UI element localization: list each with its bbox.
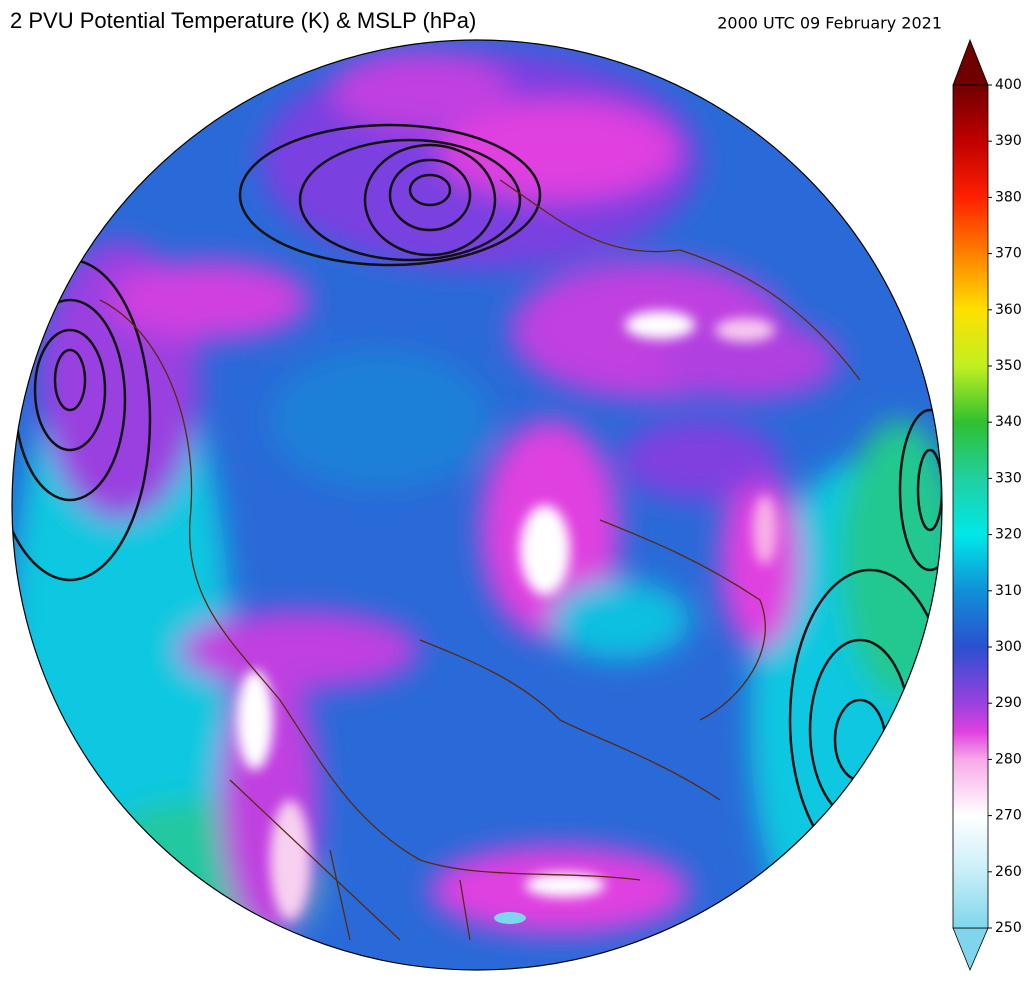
colorbar: [952, 38, 989, 972]
colorbar-tick-label: 360: [995, 302, 1022, 318]
colorbar-tick-label: 400: [995, 77, 1022, 93]
map-border: [11, 39, 943, 971]
colorbar-tick-label: 340: [995, 414, 1022, 430]
colorbar-tick-label: 380: [995, 189, 1022, 205]
timestamp: 2000 UTC 09 February 2021: [717, 14, 942, 33]
title: 2 PVU Potential Temperature (K) & MSLP (…: [10, 8, 476, 33]
colorbar-tick-label: 350: [995, 358, 1022, 374]
colorbar-tick-label: 310: [995, 583, 1022, 599]
colorbar-tick-label: 260: [995, 864, 1022, 880]
colorbar-tick-label: 270: [995, 808, 1022, 824]
colorbar-tick-label: 330: [995, 470, 1022, 486]
colorbar-tick-label: 370: [995, 246, 1022, 262]
colorbar-tick-label: 390: [995, 133, 1022, 149]
colorbar-tick-label: 280: [995, 751, 1022, 767]
colorbar-tick-label: 290: [995, 695, 1022, 711]
colorbar-tick-label: 250: [995, 920, 1022, 936]
map: [12, 40, 942, 970]
colorbar-tick-label: 320: [995, 527, 1022, 543]
colorbar-tick-label: 300: [995, 639, 1022, 655]
